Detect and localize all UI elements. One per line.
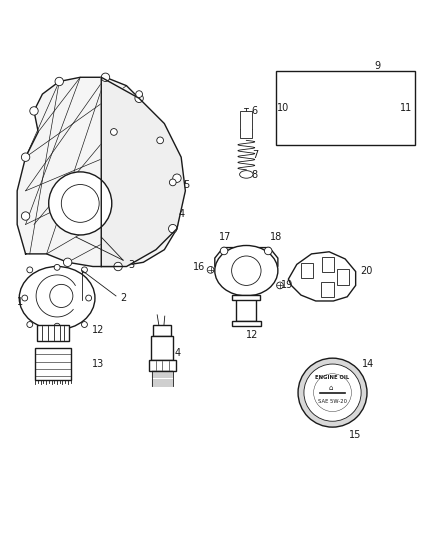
Circle shape	[170, 179, 176, 186]
Text: 8: 8	[252, 170, 258, 180]
Text: 5: 5	[183, 180, 190, 190]
Text: 3: 3	[129, 260, 135, 270]
Text: 13: 13	[92, 359, 104, 369]
Text: 9: 9	[374, 61, 381, 71]
Text: 4: 4	[179, 209, 185, 219]
Circle shape	[27, 267, 33, 273]
Circle shape	[277, 282, 283, 289]
Polygon shape	[17, 77, 181, 266]
Circle shape	[49, 172, 112, 235]
Polygon shape	[215, 247, 278, 266]
Circle shape	[265, 247, 272, 255]
Text: 4: 4	[175, 348, 181, 358]
Text: 12: 12	[246, 330, 259, 341]
Circle shape	[21, 153, 30, 161]
Bar	[337, 270, 349, 285]
Bar	[301, 263, 313, 278]
Text: 6: 6	[252, 106, 258, 116]
Circle shape	[30, 107, 38, 115]
Text: 15: 15	[350, 430, 362, 440]
Circle shape	[86, 295, 92, 301]
Circle shape	[81, 321, 88, 327]
Circle shape	[232, 256, 261, 286]
Circle shape	[136, 91, 142, 98]
Circle shape	[114, 262, 122, 271]
Circle shape	[220, 247, 228, 255]
Circle shape	[54, 264, 60, 270]
Polygon shape	[288, 252, 356, 301]
Text: 16: 16	[193, 262, 205, 271]
Text: SAE 5W-20: SAE 5W-20	[318, 399, 347, 405]
Bar	[321, 282, 334, 297]
Bar	[236, 295, 256, 321]
Text: 20: 20	[360, 266, 372, 276]
Circle shape	[54, 324, 60, 329]
Circle shape	[55, 77, 64, 86]
Bar	[233, 295, 260, 300]
Text: 10: 10	[277, 103, 289, 114]
Circle shape	[50, 285, 73, 308]
Bar	[276, 71, 414, 144]
Ellipse shape	[19, 266, 95, 329]
Circle shape	[173, 174, 181, 182]
Text: 2: 2	[120, 293, 127, 303]
Circle shape	[21, 212, 30, 220]
Bar	[149, 360, 176, 371]
Circle shape	[81, 267, 88, 273]
Circle shape	[27, 321, 33, 327]
Bar	[153, 325, 172, 336]
Circle shape	[304, 364, 361, 421]
Circle shape	[169, 224, 177, 233]
Circle shape	[61, 184, 99, 222]
Text: 17: 17	[219, 232, 231, 242]
Text: ENGINE OIL: ENGINE OIL	[315, 375, 350, 381]
Text: ⌂: ⌂	[328, 385, 333, 391]
Text: 14: 14	[362, 359, 374, 369]
Circle shape	[298, 358, 367, 427]
Text: 12: 12	[92, 326, 104, 335]
Circle shape	[110, 128, 117, 135]
Bar	[37, 325, 69, 341]
Bar	[240, 111, 252, 138]
Polygon shape	[101, 77, 185, 266]
Text: 18: 18	[270, 232, 283, 242]
Bar	[35, 348, 71, 380]
Circle shape	[135, 94, 143, 102]
Text: 11: 11	[400, 103, 413, 114]
Circle shape	[157, 137, 163, 144]
Circle shape	[64, 258, 72, 266]
Bar	[232, 321, 261, 326]
Text: 7: 7	[252, 150, 258, 160]
Circle shape	[207, 266, 214, 273]
Text: 19: 19	[281, 280, 293, 290]
Circle shape	[22, 295, 28, 301]
Ellipse shape	[240, 171, 253, 178]
Circle shape	[101, 73, 110, 82]
Circle shape	[314, 374, 351, 411]
Ellipse shape	[215, 246, 278, 296]
Bar	[322, 257, 334, 272]
Bar	[151, 336, 173, 360]
Text: 1: 1	[17, 297, 23, 307]
